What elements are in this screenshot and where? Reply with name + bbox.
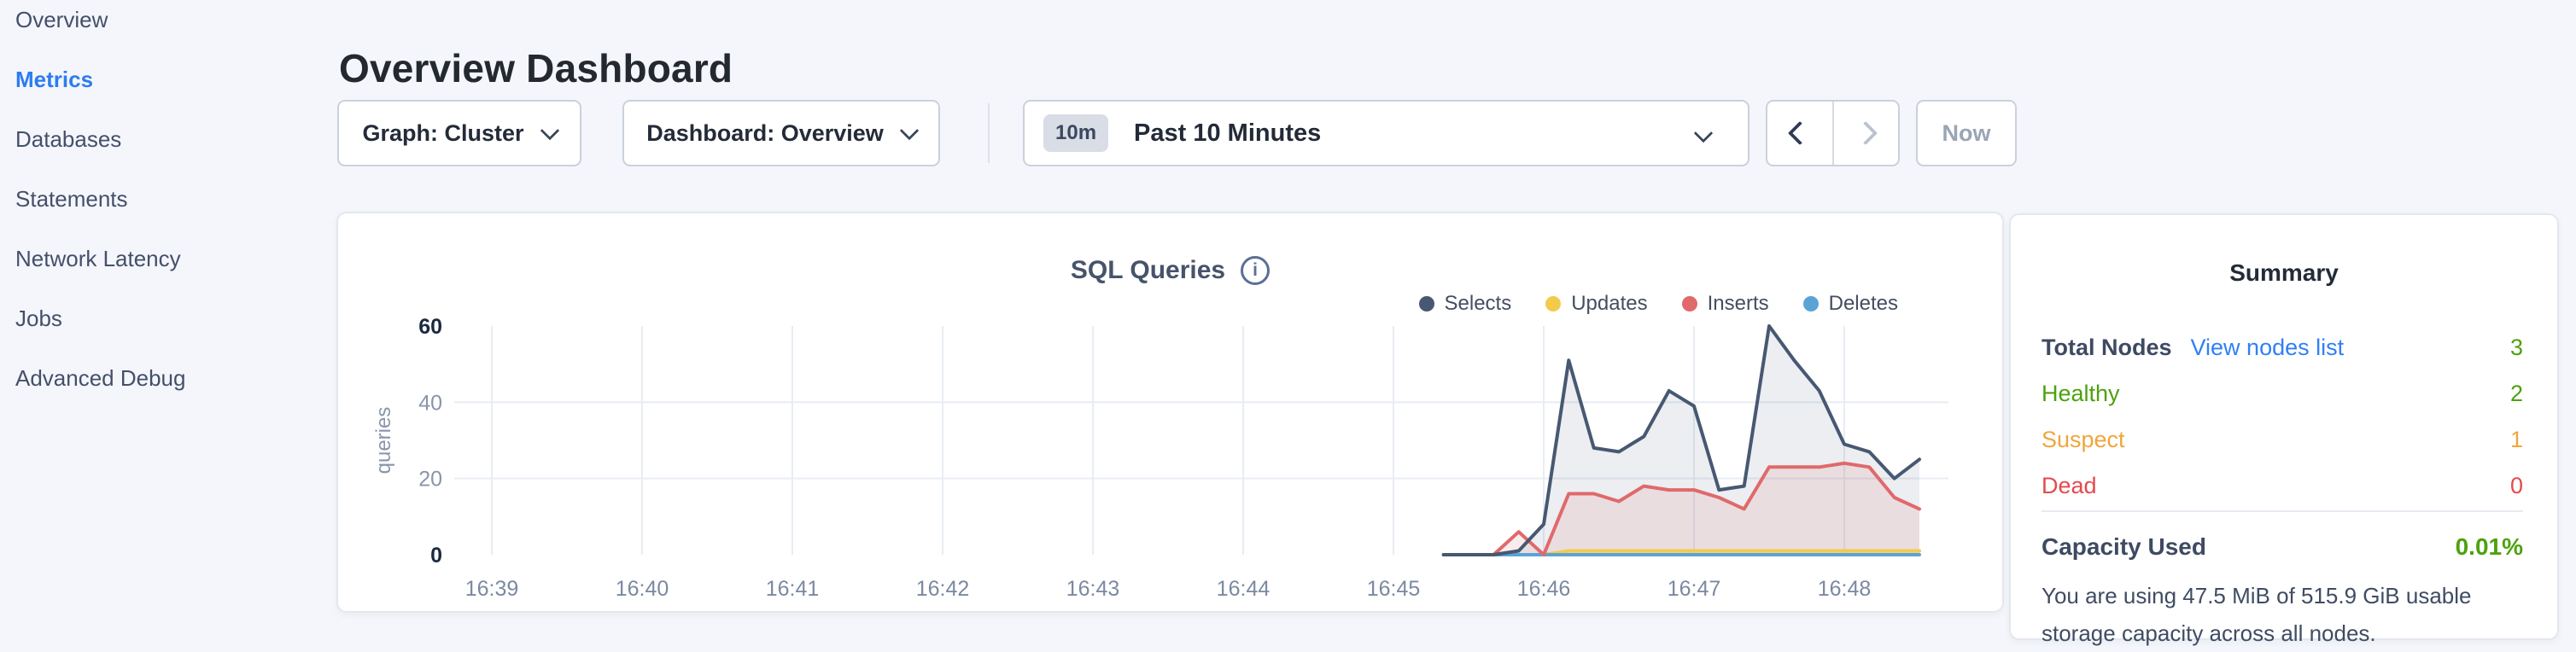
dashboard-dropdown-label: Dashboard: Overview [646,119,884,146]
time-range-selector[interactable]: 10m Past 10 Minutes [1023,100,1749,166]
legend-label: Inserts [1707,292,1769,315]
summary-divider [2042,510,2523,512]
sidebar-item-statements[interactable]: Statements [15,185,128,212]
time-range-label: Past 10 Minutes [1134,119,1322,147]
sql-queries-chart: 16:39 16:40 16:41 16:42 16:43 16:44 16:45 16:46… [372,315,1948,601]
legend-item-deletes[interactable]: Deletes [1802,292,1898,316]
dashboard-dropdown[interactable]: Dashboard: Overview [622,100,940,166]
deletes-dot-icon [1802,296,1819,311]
capacity-used-value: 0.01% [2455,533,2523,560]
time-range-badge: 10m [1043,114,1109,152]
healthy-label: Healthy [2042,380,2120,406]
sidebar-item-jobs[interactable]: Jobs [15,305,62,331]
sidebar-item-advanced-debug[interactable]: Advanced Debug [15,364,186,391]
legend-item-selects[interactable]: Selects [1418,292,1512,316]
time-next-button[interactable] [1834,102,1899,165]
svg-text:16:42: 16:42 [916,577,970,601]
sidebar-item-overview[interactable]: Overview [15,6,108,32]
legend-item-updates[interactable]: Updates [1545,292,1648,316]
graph-scope-dropdown-label: Graph: Cluster [362,119,524,146]
svg-text:16:47: 16:47 [1668,577,1721,601]
chevron-right-icon [1854,120,1878,146]
total-nodes-value: 3 [2509,334,2523,360]
svg-text:16:44: 16:44 [1217,577,1270,601]
svg-text:16:41: 16:41 [766,577,820,601]
info-circle-icon[interactable]: i [1241,256,1270,285]
capacity-used-label: Capacity Used [2042,533,2206,560]
svg-text:16:45: 16:45 [1367,577,1421,601]
dead-nodes-row: Dead 0 [2042,463,2523,509]
toolbar-divider [988,103,990,163]
summary-title: Summary [2229,259,2339,286]
legend-label: Updates [1571,292,1648,315]
time-prev-button[interactable] [1767,102,1832,165]
svg-text:40: 40 [418,391,442,415]
total-nodes-row: Total Nodes View nodes list 3 [2042,324,2523,370]
sql-queries-chart-card: SQL Queries i Selects Updates Inserts De… [336,212,2004,613]
suspect-nodes-row: Suspect 1 [2042,416,2523,463]
chevron-left-icon [1787,120,1812,146]
chevron-down-icon [540,120,559,141]
summary-panel: Summary Total Nodes View nodes list 3 He… [2009,213,2559,646]
view-nodes-list-link[interactable]: View nodes list [2190,334,2345,360]
healthy-nodes-row: Healthy 2 [2042,370,2523,416]
svg-text:16:43: 16:43 [1066,577,1120,601]
inserts-dot-icon [1681,296,1697,311]
svg-text:queries: queries [372,407,395,474]
dead-label: Dead [2042,472,2097,498]
graph-scope-dropdown[interactable]: Graph: Cluster [337,100,581,166]
suspect-label: Suspect [2042,426,2125,452]
total-nodes-label: Total Nodes [2042,334,2172,360]
healthy-value: 2 [2509,380,2523,406]
sidebar-item-databases[interactable]: Databases [15,125,122,152]
page-title: Overview Dashboard [339,45,733,90]
sidebar-item-network-latency[interactable]: Network Latency [15,245,181,271]
suspect-value: 1 [2509,426,2523,452]
chevron-down-icon [899,120,920,141]
dead-value: 0 [2509,472,2523,498]
sidebar-item-metrics[interactable]: Metrics [15,66,94,92]
selects-dot-icon [1418,296,1434,311]
svg-text:16:46: 16:46 [1517,577,1571,601]
capacity-description: You are using 47.5 MiB of 515.9 GiB usab… [2042,583,2472,646]
svg-text:20: 20 [418,468,442,492]
legend-label: Selects [1444,292,1512,315]
svg-text:0: 0 [430,544,442,568]
updates-dot-icon [1545,296,1562,311]
svg-text:16:39: 16:39 [465,577,519,601]
svg-text:60: 60 [418,315,442,339]
svg-text:16:48: 16:48 [1818,577,1872,601]
legend-label: Deletes [1828,292,1898,315]
pager-divider [1831,102,1834,165]
sidebar: Overview Metrics Databases Statements Ne… [0,0,316,623]
svg-text:16:40: 16:40 [616,577,669,601]
chevron-down-icon [1693,123,1714,143]
capacity-used-row: Capacity Used 0.01% [2042,524,2523,570]
legend-item-inserts[interactable]: Inserts [1681,292,1769,316]
chart-title: SQL Queries [1070,256,1226,284]
now-button[interactable]: Now [1916,100,2017,166]
time-pager [1766,100,1900,166]
chart-legend: Selects Updates Inserts Deletes [1418,292,1898,316]
